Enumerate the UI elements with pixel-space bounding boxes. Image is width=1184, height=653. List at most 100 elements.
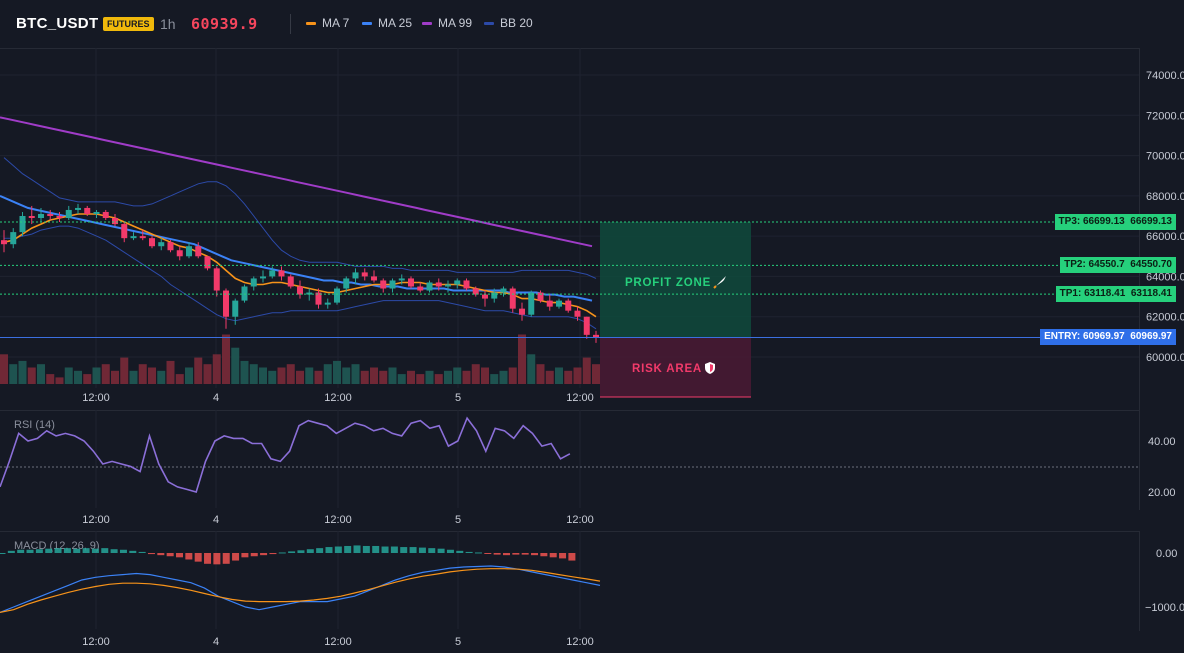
macd-hist-bar: [559, 553, 567, 559]
tp2-value: 64550.70: [1130, 259, 1172, 271]
price-tick-label: 72000.00: [1146, 110, 1184, 122]
macd-hist-bar: [325, 547, 333, 553]
candle-body: [112, 218, 118, 225]
rsi-line: [0, 416, 571, 493]
time-tick-label: 12:00: [82, 514, 110, 526]
bollinger-bands: [3, 157, 597, 330]
volume-bar: [18, 360, 27, 384]
candle-body: [19, 216, 26, 233]
macd-hist-bar: [278, 552, 286, 554]
volume-bar: [27, 367, 36, 384]
volume-bar: [499, 370, 508, 384]
volume-bar: [536, 364, 545, 384]
candle-body: [509, 288, 516, 309]
volume-bar: [175, 374, 184, 384]
price-tick-label: 62000.00: [1146, 312, 1184, 324]
volume-bar: [416, 374, 425, 384]
price-tick-label: 74000.00: [1146, 70, 1184, 82]
symbol-label[interactable]: BTC_USDT: [16, 15, 99, 32]
macd-hist-bar: [101, 548, 109, 553]
macd-hist-bar: [91, 548, 99, 553]
volume-bar: [573, 367, 582, 384]
volume-bar: [471, 364, 480, 384]
rsi-chart[interactable]: RSI (14) 40.00 20.00 12:00 4 12:00 5 12:00: [0, 410, 1184, 531]
candle-body: [56, 216, 63, 219]
volume-bar: [462, 370, 471, 384]
macd-hist-bar: [250, 553, 258, 557]
profit-zone-label: PROFIT ZONE: [625, 277, 711, 289]
ma99-swatch: [422, 21, 432, 25]
macd-hist-bar: [400, 547, 408, 553]
candle-body: [454, 280, 461, 285]
macd-histogram: [0, 545, 576, 565]
candle-body: [593, 334, 599, 338]
macd-hist-bar: [129, 550, 137, 553]
macd-hist-bar: [260, 553, 268, 556]
price-chart[interactable]: PROFIT ZONE RISK AREA 74000.00 72000.00 70…: [0, 48, 1184, 410]
macd-hist-bar: [428, 548, 436, 553]
macd-line: [0, 565, 601, 613]
candle-body: [102, 211, 109, 219]
legend-ma7[interactable]: MA 7: [306, 16, 349, 30]
volume-bar: [111, 370, 119, 384]
volume-bar: [148, 367, 156, 384]
volume-bar: [166, 360, 175, 384]
volume-bar: [268, 370, 277, 384]
volume-bar: [434, 374, 443, 384]
candlesticks: [1, 203, 599, 343]
legend-ma25[interactable]: MA 25: [362, 16, 412, 30]
volume-bar: [92, 367, 101, 384]
macd-hist-bar: [147, 553, 155, 555]
ma7-swatch: [306, 21, 316, 25]
bb-upper-line: [3, 157, 597, 279]
candle-body: [380, 280, 387, 289]
volume-bar: [286, 364, 295, 384]
legend-ma99[interactable]: MA 99: [422, 16, 472, 30]
macd-signal-line: [0, 568, 601, 613]
legend-bb20[interactable]: BB 20: [484, 16, 533, 30]
candle-body: [75, 207, 81, 210]
volume-bar: [212, 354, 221, 384]
volume-bar: [388, 367, 397, 384]
volume-bar: [157, 370, 166, 384]
candle-body: [445, 284, 451, 287]
macd-hist-bar: [0, 553, 6, 554]
macd-hist-bar: [222, 553, 230, 564]
macd-hist-bar: [26, 549, 34, 553]
macd-hist-bar: [63, 548, 71, 553]
price-axis[interactable]: 74000.00 72000.00 70000.00 68000.00 66000.00…: [1146, 70, 1184, 364]
macd-hist-bar: [409, 547, 417, 553]
timeframe-label[interactable]: 1h: [160, 16, 176, 32]
candle-body: [371, 276, 377, 281]
volume-bar: [185, 367, 193, 384]
candle-body: [352, 272, 359, 279]
macd-chart[interactable]: MACD (12, 26, 9) 0.00 −1000.00 12:00412:…: [0, 531, 1184, 653]
volume-bar: [481, 367, 489, 384]
volume-bar: [222, 334, 230, 384]
trade-levels: [0, 221, 1139, 338]
candle-body: [546, 300, 553, 307]
legend-ma99-label: MA 99: [438, 16, 473, 30]
rsi-title: RSI (14): [14, 419, 55, 431]
volume-bar: [277, 367, 286, 384]
volume-bar: [55, 377, 64, 384]
volume-bar: [129, 370, 138, 384]
volume-bar: [74, 370, 82, 384]
macd-grid: [95, 531, 581, 629]
candle-body: [10, 232, 17, 245]
macd-hist-bar: [204, 553, 212, 564]
ma99-line: [0, 116, 593, 248]
volume-bar: [138, 364, 147, 384]
volume-bar: [64, 367, 73, 384]
tp3-label: TP3: 66699.13 66699.13: [1054, 214, 1176, 231]
candle-body: [186, 246, 192, 257]
macd-hist-bar: [493, 553, 501, 555]
candle-body: [315, 292, 322, 305]
macd-hist-bar: [157, 553, 165, 556]
volume-bar: [101, 364, 110, 384]
price-tick-label: 66000.00: [1146, 231, 1184, 243]
candle-body: [565, 300, 572, 311]
macd-hist-bar: [465, 551, 473, 553]
volume-bar: [305, 367, 314, 384]
macd-hist-bar: [119, 549, 127, 553]
